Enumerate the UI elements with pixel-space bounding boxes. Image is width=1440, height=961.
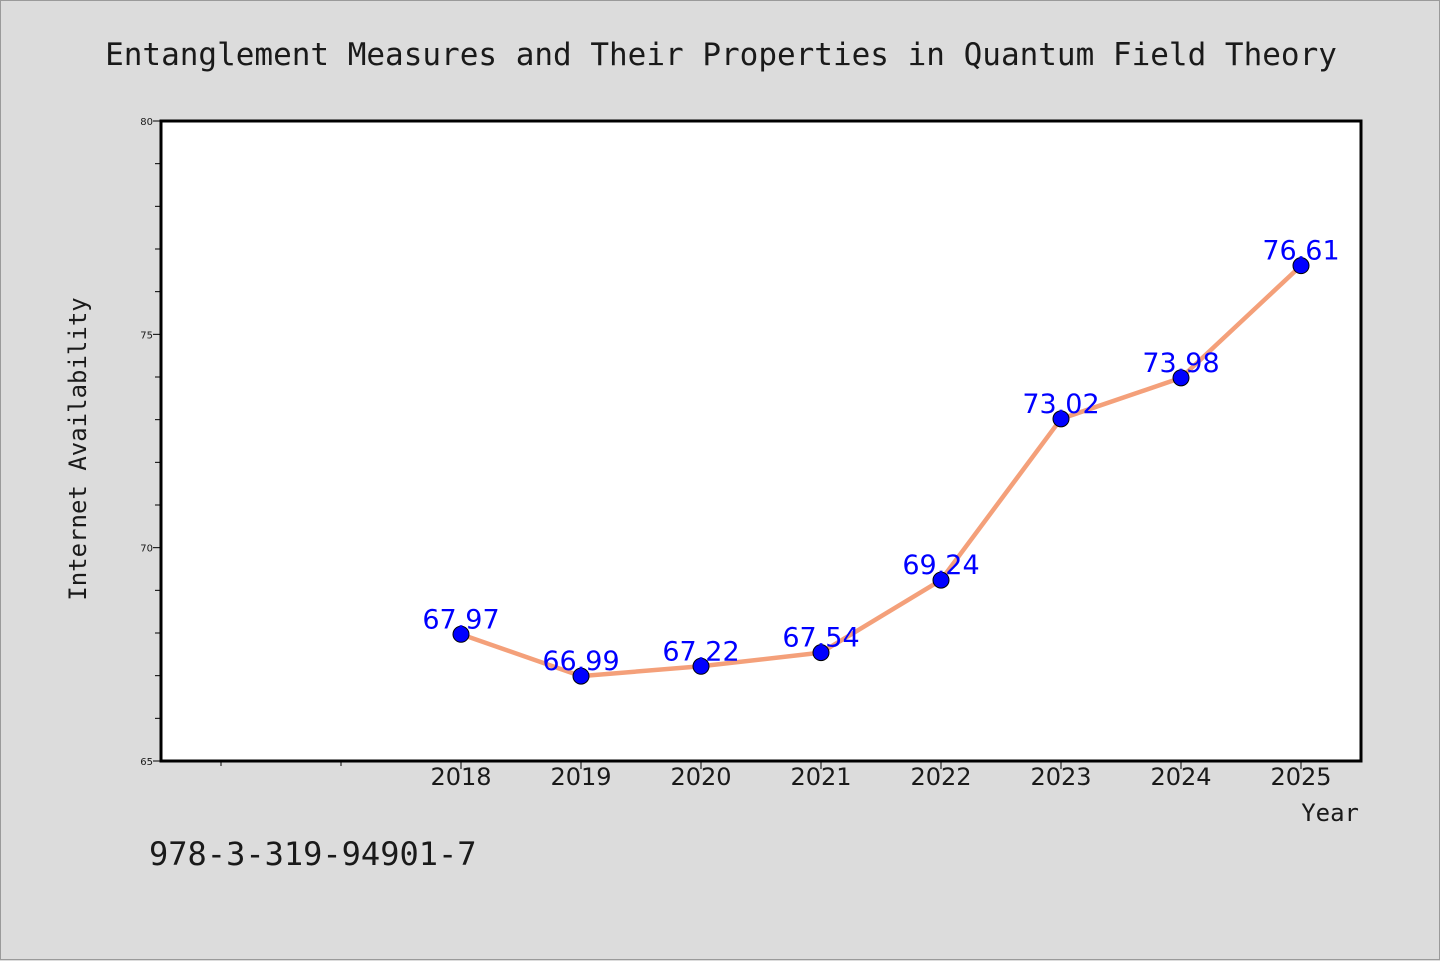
data-point <box>1172 369 1190 387</box>
x-axis-label: Year <box>1301 799 1359 827</box>
isbn-footnote: 978-3-319-94901-7 <box>149 835 477 873</box>
chart-title: Entanglement Measures and Their Properti… <box>105 37 1337 73</box>
data-label: 67.22 <box>662 636 739 667</box>
data-point <box>812 644 830 662</box>
y-axis-label: Internet Availability <box>64 297 92 600</box>
x-tick-label: 2019 <box>550 763 611 791</box>
y-axis: 65 70 75 80 <box>140 117 161 768</box>
x-tick-label: 2018 <box>430 763 491 791</box>
data-label: 67.54 <box>782 623 859 654</box>
data-point <box>452 625 470 643</box>
x-tick-label: 2020 <box>670 763 731 791</box>
series-markers <box>452 257 1310 685</box>
data-label: 67.97 <box>422 604 499 635</box>
x-tick-label: 2025 <box>1270 763 1331 791</box>
data-point <box>692 657 710 675</box>
series-line <box>460 263 1303 679</box>
data-label: 69.24 <box>902 550 979 581</box>
data-labels: 67.97 66.99 67.22 67.54 69.24 73.02 73.98 76.61 <box>422 236 1339 677</box>
x-tick-label: 2022 <box>910 763 971 791</box>
y-tick-label: 75 <box>140 330 153 341</box>
data-label: 73.98 <box>1142 348 1219 379</box>
data-label: 76.61 <box>1262 236 1339 267</box>
data-label: 66.99 <box>542 646 619 677</box>
x-tick-label: 2023 <box>1030 763 1091 791</box>
y-tick-label: 80 <box>140 117 153 128</box>
y-tick-label: 70 <box>140 544 153 555</box>
data-point <box>1052 410 1070 428</box>
data-point <box>572 667 590 685</box>
data-label: 73.02 <box>1022 389 1099 420</box>
data-point <box>1292 257 1310 275</box>
plot-area <box>159 119 1363 763</box>
x-tick-label: 2021 <box>790 763 851 791</box>
y-tick-label: 65 <box>140 757 153 768</box>
x-tick-label: 2024 <box>1150 763 1211 791</box>
data-point <box>932 571 950 589</box>
x-axis: 2018 2019 2020 2021 2022 2023 2024 2025 <box>220 761 1332 791</box>
